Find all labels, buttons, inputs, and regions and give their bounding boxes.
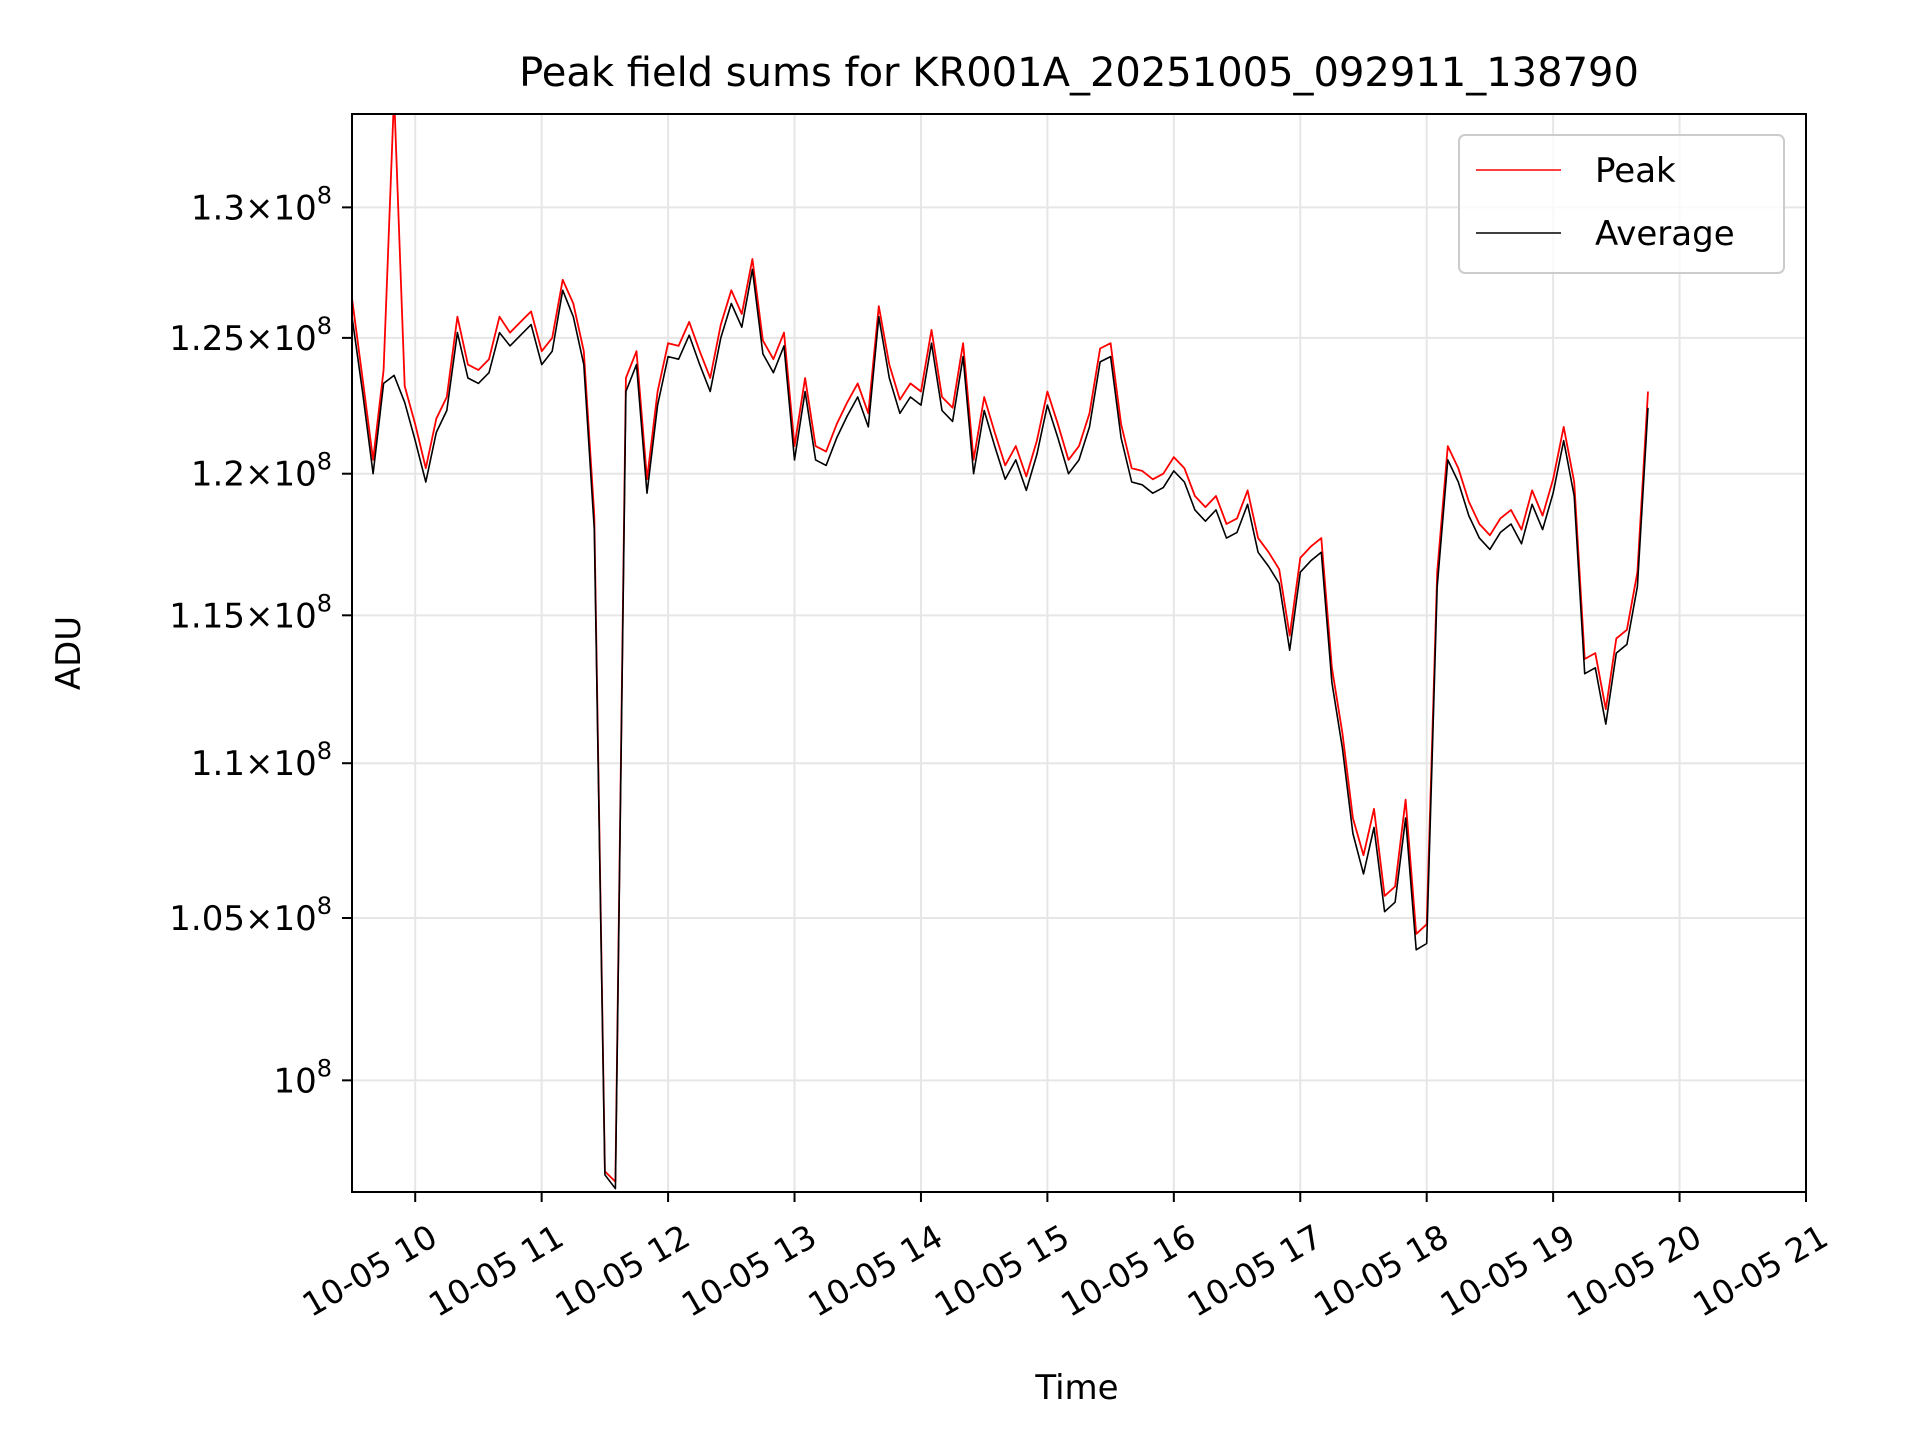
y-axis-label: ADU (49, 616, 89, 690)
chart-title: Peak field sums for KR001A_20251005_0929… (519, 50, 1639, 96)
y-tick-label: 1.25×108 (169, 312, 332, 359)
legend-label-peak: Peak (1595, 151, 1676, 191)
series-line-average (352, 268, 1649, 1190)
y-tick-label: 1.3×108 (191, 181, 332, 228)
y-tick-label: 108 (273, 1054, 332, 1101)
plot-frame (351, 113, 1807, 1193)
y-tick-label: 1.05×108 (169, 892, 332, 939)
y-tick-label: 1.1×108 (191, 737, 332, 784)
legend: Peak Average (1458, 134, 1785, 274)
series-layer (352, 114, 1649, 1190)
y-tick-label: 1.15×108 (169, 589, 332, 636)
legend-label-average: Average (1595, 214, 1735, 254)
x-axis-label: Time (1034, 1368, 1118, 1408)
y-ticks: 108 1.05×108 1.1×108 1.15×108 1.2×108 1.25×10… (169, 181, 352, 1101)
y-tick-label: 1.2×108 (191, 448, 332, 495)
